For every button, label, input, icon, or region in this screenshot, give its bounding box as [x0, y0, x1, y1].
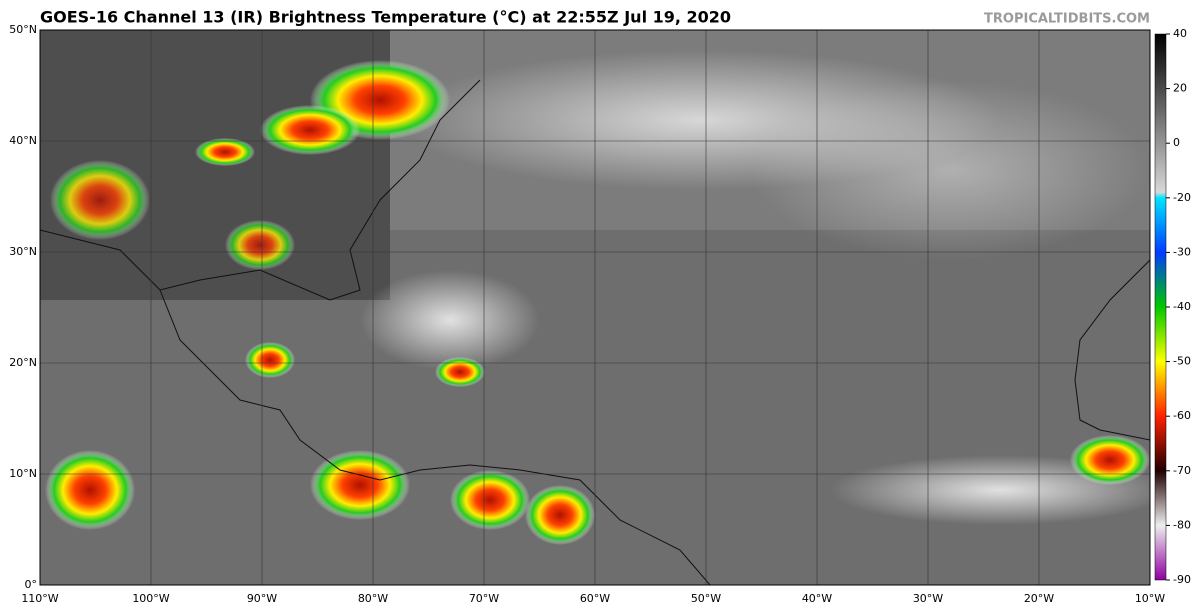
imagery [40, 30, 1150, 585]
lat-label: 30°N [9, 245, 37, 258]
lat-label: 10°N [9, 467, 37, 480]
colorbar-label: -70 [1173, 464, 1191, 477]
lon-label: 90°W [247, 592, 277, 605]
colorbar-label: 0 [1173, 136, 1180, 149]
lon-label: 30°W [913, 592, 943, 605]
colorbar-label: -80 [1173, 518, 1191, 531]
colorbar-label: -90 [1173, 573, 1191, 586]
lat-label: 40°N [9, 134, 37, 147]
lat-label: 20°N [9, 356, 37, 369]
colorbar-label: -20 [1173, 191, 1191, 204]
title: GOES-16 Channel 13 (IR) Brightness Tempe… [40, 8, 731, 27]
credit: TROPICALTIDBITS.COM [984, 12, 1150, 27]
lon-label: 60°W [580, 592, 610, 605]
lat-label: 0° [25, 578, 38, 591]
lon-label: 50°W [691, 592, 721, 605]
colorbar-label: -50 [1173, 355, 1191, 368]
lon-label: 80°W [358, 592, 388, 605]
colorbar-label: -60 [1173, 409, 1191, 422]
colorbar-label: 20 [1173, 82, 1187, 95]
colorbar-label: 40 [1173, 27, 1187, 40]
lon-label: 20°W [1024, 592, 1054, 605]
lon-label: 110°W [21, 592, 58, 605]
lon-label: 40°W [802, 592, 832, 605]
lon-label: 10°W [1135, 592, 1165, 605]
lon-label: 100°W [132, 592, 169, 605]
map-frame [39, 29, 1151, 586]
lat-label: 50°N [9, 23, 37, 36]
colorbar-label: -40 [1173, 300, 1191, 313]
colorbar [1154, 33, 1167, 581]
colorbar-label: -30 [1173, 245, 1191, 258]
lon-label: 70°W [469, 592, 499, 605]
